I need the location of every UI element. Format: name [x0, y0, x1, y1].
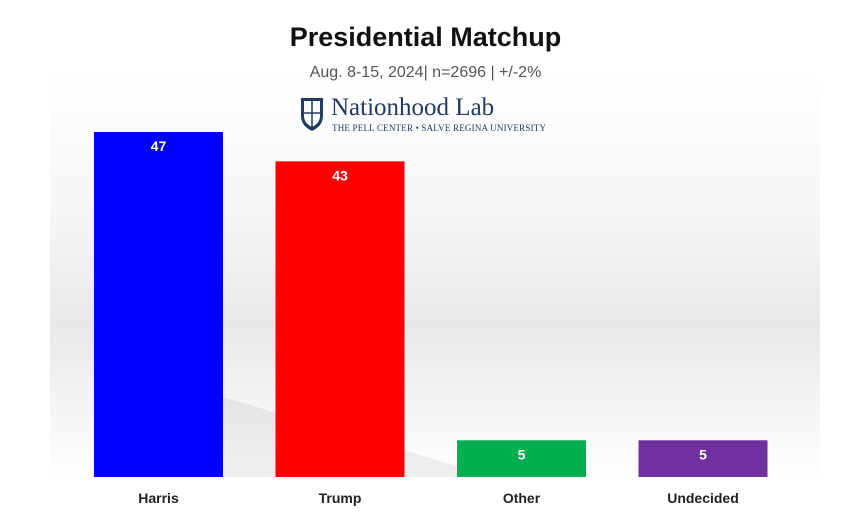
chart-subtitle: Aug. 8-15, 2024| n=2696 | +/-2%	[309, 64, 542, 81]
data-label-harris: 47	[151, 138, 167, 154]
nationhood-lab-logo: Nationhood Lab THE PELL CENTER • SALVE R…	[299, 94, 559, 136]
bar-harris	[94, 132, 223, 477]
bar-trump	[275, 161, 405, 478]
category-label-other: Other	[503, 490, 541, 506]
category-label-trump: Trump	[319, 490, 362, 506]
logo-name: Nationhood Lab	[331, 94, 495, 121]
bar-undecided	[638, 440, 768, 477]
shield-icon	[301, 98, 323, 131]
data-label-undecided: 5	[699, 446, 707, 462]
logo-subtitle: THE PELL CENTER • SALVE REGINA UNIVERSIT…	[332, 123, 547, 133]
chart-title: Presidential Matchup	[289, 22, 562, 52]
category-label-undecided: Undecided	[667, 490, 739, 506]
bar-other	[457, 440, 586, 477]
data-label-other: 5	[518, 446, 526, 462]
data-label-trump: 43	[332, 167, 348, 183]
category-label-harris: Harris	[138, 490, 179, 506]
